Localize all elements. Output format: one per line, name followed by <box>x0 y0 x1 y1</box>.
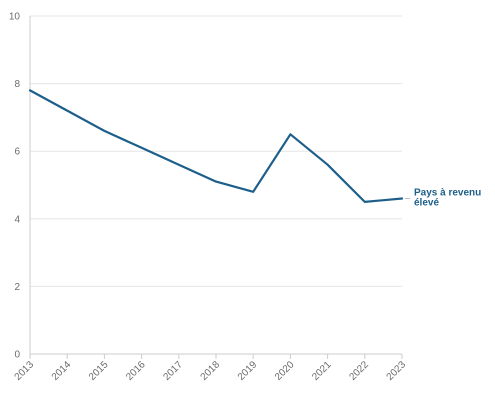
y-tick-label-0: 0 <box>14 350 20 361</box>
y-tick-label-4: 4 <box>14 214 20 225</box>
series-label-0: Pays à revenu élevé <box>414 188 481 209</box>
series-group: Pays à revenu élevé <box>28 89 481 209</box>
x-tick-label-2023: 2023 <box>385 359 409 383</box>
x-tick-label-2020: 2020 <box>273 359 297 383</box>
x-tick-label-2017: 2017 <box>161 359 185 383</box>
y-tick-label-8: 8 <box>14 79 20 90</box>
x-axis: 2013 2014 2015 2016 2017 2018 2019 2020 2021 2022… <box>13 353 409 383</box>
x-tick-label-2019: 2019 <box>236 359 260 383</box>
y-tick-label-6: 6 <box>14 147 20 158</box>
series-line-0 <box>28 89 404 203</box>
y-tick-label-10: 10 <box>9 12 21 23</box>
x-tick-label-2022: 2022 <box>347 359 371 383</box>
y-axis: 0 2 4 6 8 10 <box>9 12 31 361</box>
x-tick-label-2015: 2015 <box>87 359 111 383</box>
x-tick-label-2016: 2016 <box>124 359 148 383</box>
x-tick-label-2014: 2014 <box>50 359 74 383</box>
gridlines <box>30 15 402 287</box>
series-label-line: élevé <box>414 198 439 209</box>
x-tick-label-2018: 2018 <box>199 359 223 383</box>
x-tick-label-2021: 2021 <box>310 359 334 383</box>
y-tick-label-2: 2 <box>14 282 20 293</box>
x-tick-label-2013: 2013 <box>13 359 37 383</box>
series-label-line: Pays à revenu <box>414 188 481 199</box>
